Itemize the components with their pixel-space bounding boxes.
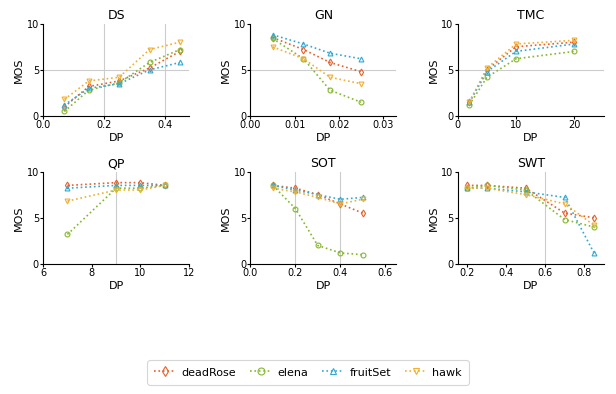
X-axis label: DP: DP <box>523 133 538 143</box>
X-axis label: DP: DP <box>108 133 124 143</box>
Title: SOT: SOT <box>310 157 336 170</box>
X-axis label: DP: DP <box>316 133 331 143</box>
Y-axis label: MOS: MOS <box>221 57 231 83</box>
Y-axis label: MOS: MOS <box>429 57 439 83</box>
Title: QP: QP <box>107 157 125 170</box>
Y-axis label: MOS: MOS <box>14 205 24 230</box>
X-axis label: DP: DP <box>523 281 538 291</box>
Title: TMC: TMC <box>517 9 545 22</box>
Title: GN: GN <box>314 9 333 22</box>
Title: SWT: SWT <box>517 157 545 170</box>
Y-axis label: MOS: MOS <box>14 57 24 83</box>
Y-axis label: MOS: MOS <box>429 205 439 230</box>
Title: DS: DS <box>107 9 125 22</box>
X-axis label: DP: DP <box>316 281 331 291</box>
Y-axis label: MOS: MOS <box>221 205 231 230</box>
Legend: deadRose, elena, fruitSet, hawk: deadRose, elena, fruitSet, hawk <box>147 361 469 385</box>
X-axis label: DP: DP <box>108 281 124 291</box>
